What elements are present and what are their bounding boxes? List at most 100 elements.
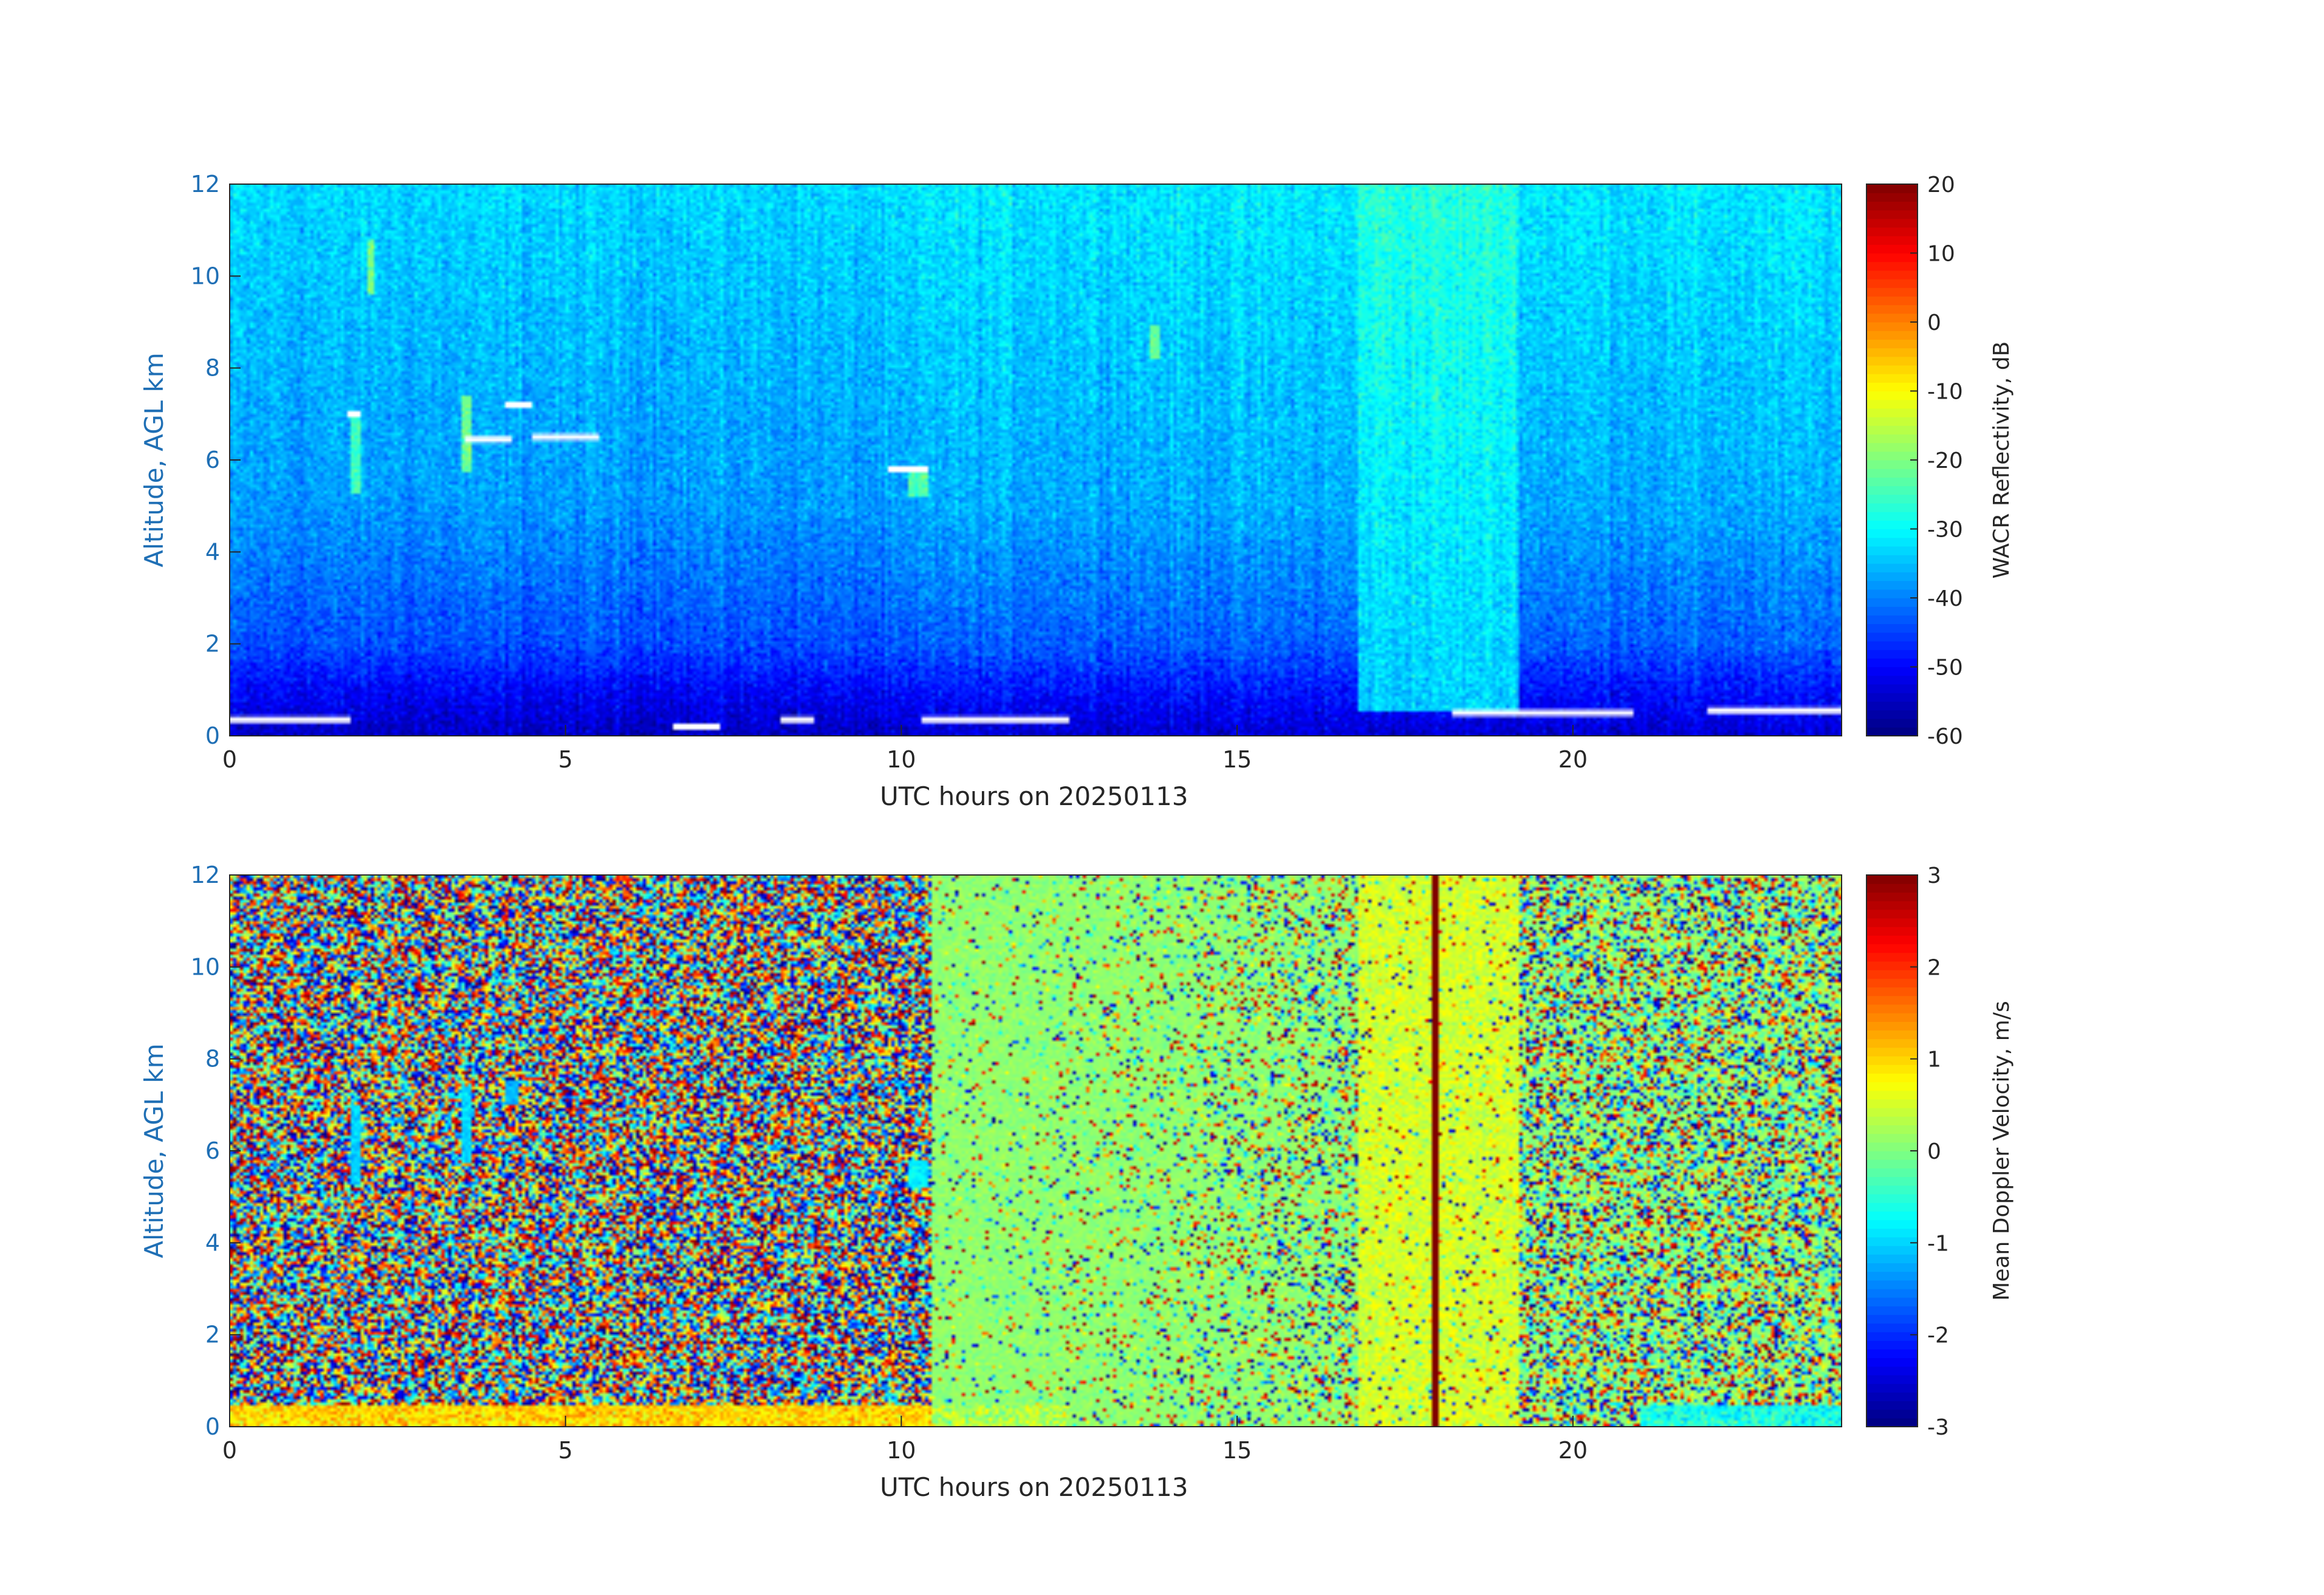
colorbar-step	[1866, 1142, 1918, 1151]
y-tick-label: 12	[191, 171, 220, 197]
colorbar-step	[1866, 1306, 1918, 1315]
colorbar-step	[1866, 1254, 1918, 1264]
colorbar-step	[1866, 1047, 1918, 1057]
colorbar-step	[1866, 623, 1918, 633]
colorbar-step	[1866, 1228, 1918, 1238]
colorbar-tick-label: 2	[1927, 955, 1941, 980]
colorbar-step	[1866, 1055, 1918, 1065]
y-tick-label: 10	[191, 953, 220, 980]
colorbar-tick-label: -10	[1927, 380, 1963, 405]
colorbar-step	[1866, 434, 1918, 444]
colorbar-step	[1866, 537, 1918, 547]
colorbar-step	[1866, 1237, 1918, 1246]
colorbar-step	[1866, 244, 1918, 254]
colorbar-step	[1866, 1392, 1918, 1402]
x-tick-label: 10	[886, 1437, 916, 1464]
colorbar-step	[1866, 1418, 1918, 1427]
colorbar-step	[1866, 1176, 1918, 1186]
colorbar-tick-label: -60	[1927, 724, 1963, 749]
x-tick-label: 15	[1222, 1437, 1252, 1464]
colorbar-tick-label: -3	[1927, 1415, 1949, 1440]
colorbar-step	[1866, 555, 1918, 564]
heatmap-raster	[230, 184, 1842, 736]
colorbar-step	[1866, 572, 1918, 581]
colorbar-tick-label: -50	[1927, 656, 1963, 681]
colorbar-step	[1866, 667, 1918, 676]
colorbar-step	[1866, 952, 1918, 962]
colorbar-step	[1866, 279, 1918, 288]
colorbar-step	[1866, 304, 1918, 314]
colorbar-step	[1866, 875, 1918, 884]
y-tick-label: 0	[205, 722, 220, 749]
colorbar-step	[1866, 1401, 1918, 1410]
colorbar-step	[1866, 468, 1918, 478]
colorbar-tick-label: -2	[1927, 1323, 1949, 1348]
colorbar-step	[1866, 270, 1918, 280]
colorbar-step	[1866, 382, 1918, 392]
colorbar-step	[1866, 365, 1918, 374]
colorbar-step	[1866, 1030, 1918, 1040]
colorbar-step	[1866, 1263, 1918, 1272]
colorbar-step	[1866, 442, 1918, 452]
colorbar-step	[1866, 1013, 1918, 1022]
x-tick-label: 20	[1558, 746, 1588, 773]
colorbar-step	[1866, 477, 1918, 487]
colorbar-step	[1866, 1099, 1918, 1108]
colorbar-step	[1866, 417, 1918, 426]
colorbar-step	[1866, 900, 1918, 910]
colorbar-step	[1866, 512, 1918, 521]
colorbar-step	[1866, 1151, 1918, 1160]
colorbar-step	[1866, 253, 1918, 262]
colorbar-step	[1866, 529, 1918, 538]
colorbar-step	[1866, 606, 1918, 616]
colorbar-step	[1866, 1289, 1918, 1298]
colorbar-step	[1866, 589, 1918, 599]
colorbar-step	[1866, 339, 1918, 349]
colorbar-step	[1866, 1297, 1918, 1306]
colorbar-step	[1866, 1125, 1918, 1134]
doppler-y-ticks: 0 2 4 6 8 10 12	[191, 862, 241, 1440]
colorbar-step	[1866, 1384, 1918, 1393]
colorbar-tick-label: -30	[1927, 518, 1963, 543]
x-tick-label: 5	[558, 1437, 573, 1464]
y-tick-label: 0	[205, 1413, 220, 1440]
doppler-colorbar-ticks: -3 -2 -1 0 1 2 3	[1910, 863, 1949, 1440]
colorbar-step	[1866, 1271, 1918, 1281]
doppler-x-axis-label: UTC hours on 20250113	[880, 1472, 1188, 1502]
colorbar-tick-label: 0	[1927, 1139, 1941, 1164]
colorbar-step	[1866, 918, 1918, 927]
colorbar-step	[1866, 1340, 1918, 1350]
doppler-x-ticks: 0 5 10 15 20	[222, 1416, 1588, 1464]
colorbar-step	[1866, 658, 1918, 668]
colorbar-step	[1866, 640, 1918, 650]
colorbar-tick-label: -40	[1927, 586, 1963, 611]
colorbar-tick-label: 10	[1927, 242, 1955, 267]
colorbar-tick-label: -20	[1927, 448, 1963, 473]
y-tick-label: 4	[205, 538, 220, 565]
y-tick-label: 2	[205, 631, 220, 657]
colorbar-step	[1866, 494, 1918, 504]
colorbar-step	[1866, 1168, 1918, 1178]
colorbar-step	[1866, 1038, 1918, 1048]
colorbar-step	[1866, 701, 1918, 711]
colorbar-step	[1866, 218, 1918, 228]
colorbar-step	[1866, 580, 1918, 590]
colorbar-step	[1866, 193, 1918, 202]
colorbar-step	[1866, 356, 1918, 366]
x-tick-label: 5	[558, 746, 573, 773]
colorbar-step	[1866, 201, 1918, 211]
colorbar-step	[1866, 391, 1918, 400]
colorbar-step	[1866, 693, 1918, 702]
colorbar-step	[1866, 1185, 1918, 1195]
colorbar-step	[1866, 1331, 1918, 1341]
colorbar-step	[1866, 684, 1918, 693]
colorbar-step	[1866, 331, 1918, 340]
colorbar-tick-label: 0	[1927, 310, 1941, 335]
reflectivity-colorbar-label: WACR Reflectivity, dB	[1989, 341, 2014, 579]
colorbar-step	[1866, 1090, 1918, 1100]
colorbar-step	[1866, 322, 1918, 331]
y-tick-label: 4	[205, 1229, 220, 1256]
colorbar-step	[1866, 184, 1918, 193]
